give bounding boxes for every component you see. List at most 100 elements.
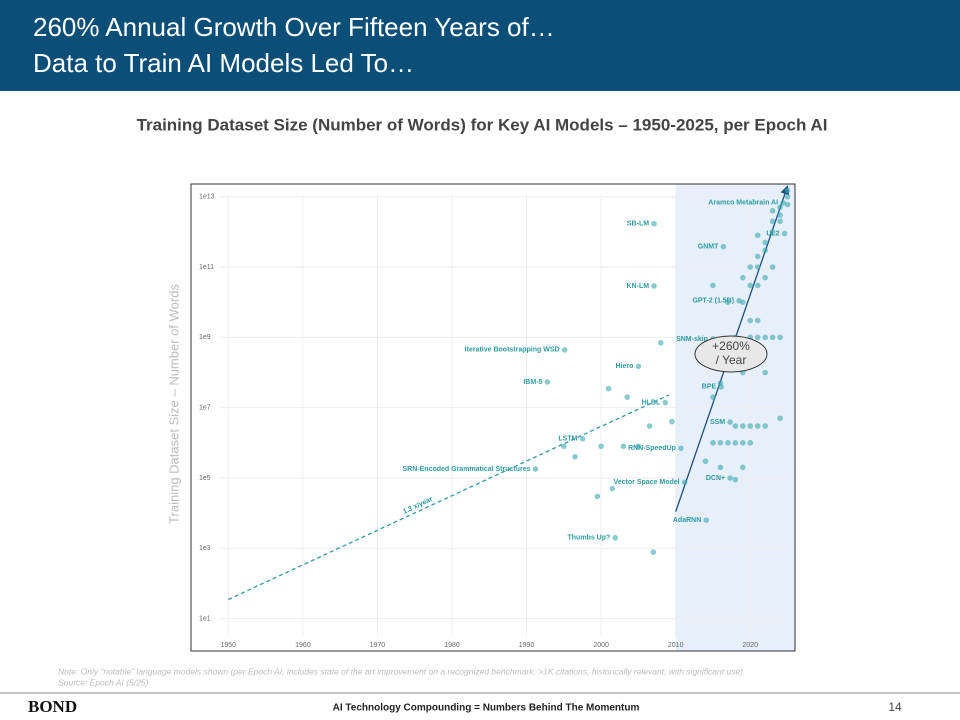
shaded-region [675,184,795,651]
data-point [598,443,604,450]
data-point [651,220,657,227]
point-label: Aramco Metabrain AI [708,200,778,207]
y-axis-label: Training Dataset Size – Number of Words [166,284,181,524]
data-point [544,379,551,385]
x-tick-label: 1990 [519,642,535,649]
page-number: 14 [888,700,902,714]
data-point [747,440,754,446]
data-point [635,443,642,450]
data-point [777,204,783,211]
data-point [725,299,731,305]
data-point [754,423,761,429]
data-point [710,282,716,289]
y-tick-label: 1e7 [199,405,211,412]
point-label: GPT-2 (1.5B) [692,298,734,305]
data-point [740,299,746,305]
point-label: KN-LM [627,283,650,290]
data-point [740,274,746,281]
source: Source: Epoch AI (5/25) [58,677,149,687]
data-point [710,440,716,446]
data-point [781,230,788,237]
x-tick-label: 1960 [295,642,311,649]
data-point [572,454,578,460]
data-point [717,440,724,446]
data-point [762,274,768,281]
data-point [669,418,675,425]
data-point [762,247,768,254]
chart: Training Dataset Size (Number of Words) … [0,115,960,716]
data-point [784,193,791,200]
data-point [703,517,710,524]
data-point [777,218,783,225]
data-point [740,440,746,446]
data-point [754,253,761,260]
data-point [720,243,727,250]
title-line: Data to Train AI Models Led To… [33,48,415,78]
data-point [740,423,746,429]
note: Note: Only “notable” language models sho… [58,666,745,676]
point-label: HLBL [642,399,661,406]
annotation-bubble [694,335,768,373]
data-point [784,201,791,208]
data-point [646,423,653,429]
data-point [732,423,739,429]
x-tick-label: 2000 [593,642,609,649]
data-point [754,264,761,270]
point-label: Thumbs Up? [568,535,611,542]
plot-frame [190,183,796,652]
data-point [620,443,627,450]
data-point [732,476,739,483]
trend-label-line: / Year [716,353,747,367]
data-point [754,334,761,341]
trend-label-line: +260% [712,339,750,353]
data-point [769,229,776,235]
point-label: Vector Space Model [613,479,679,486]
data-point [681,479,688,485]
data-point [769,264,776,270]
data-point [678,445,684,452]
point-label: SB-LM [627,221,649,228]
point-label: GNMT [698,243,719,250]
point-label: Hiero [616,363,634,370]
chart-title: Training Dataset Size (Number of Words) … [137,115,828,134]
data-point [657,339,664,346]
data-point [561,347,568,353]
data-point [740,464,746,471]
x-tick-label: 1980 [444,642,460,649]
data-point [780,200,786,206]
data-point [754,232,761,239]
data-point [777,415,783,422]
logo: BOND [28,697,77,716]
data-point [532,466,539,472]
data-point [732,440,739,446]
data-point [747,282,754,289]
data-point [762,334,768,341]
y-tick-label: 1e13 [199,194,215,201]
point-label: RNN-SpeedUp [628,445,676,452]
x-tick-label: 2010 [668,642,684,649]
data-point [662,399,669,406]
data-point [612,534,619,541]
data-point [784,187,791,194]
y-tick-label: 1e5 [199,475,211,482]
data-point [624,394,631,400]
data-point [777,212,783,218]
point-label: BPE [702,384,717,391]
footer-tagline: AI Technology Compounding = Numbers Behi… [333,703,640,714]
data-point [754,282,761,289]
title-line: 260% Annual Growth Over Fifteen Years of… [33,12,555,42]
x-tick-label: 2020 [742,642,758,649]
data-point [762,239,768,246]
data-point [594,493,601,500]
trend-label: +260% / Year [712,339,750,367]
y-tick-label: 1e3 [199,545,211,552]
y-tick-label: 1e11 [199,264,214,271]
data-point [747,423,754,429]
data-point [725,440,731,446]
point-label: SNM-skip [676,336,708,343]
point-label: DCN+ [706,475,725,482]
data-point [769,334,776,341]
point-label: AdaRNN [673,517,701,524]
x-tick-label: 1970 [370,642,386,649]
